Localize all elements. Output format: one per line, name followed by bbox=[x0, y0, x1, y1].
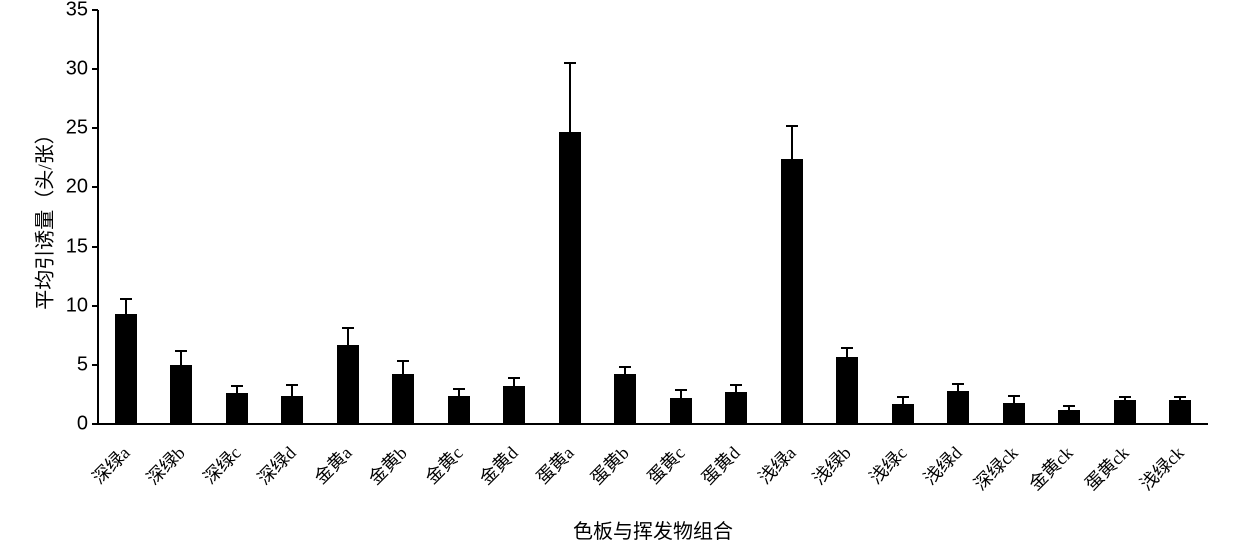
y-axis-title: 平均引诱量（头/张） bbox=[29, 124, 58, 310]
plot-area: 05101520253035深绿a深绿b深绿c深绿d金黄a金黄b金黄c金黄d蛋黄… bbox=[98, 10, 1208, 424]
error-bar-stem bbox=[513, 378, 515, 386]
bar bbox=[503, 386, 525, 424]
x-axis-line bbox=[98, 423, 1208, 425]
error-bar-stem bbox=[1013, 396, 1015, 403]
y-tick-mark bbox=[92, 9, 98, 11]
error-bar-cap bbox=[841, 347, 853, 349]
error-bar-cap bbox=[508, 377, 520, 379]
bar bbox=[1169, 400, 1191, 424]
error-bar-stem bbox=[458, 389, 460, 396]
bar bbox=[1003, 403, 1025, 424]
error-bar-cap bbox=[730, 384, 742, 386]
error-bar-stem bbox=[347, 328, 349, 345]
error-bar-stem bbox=[402, 361, 404, 374]
error-bar-stem bbox=[680, 390, 682, 398]
error-bar-stem bbox=[125, 299, 127, 314]
y-tick-mark bbox=[92, 423, 98, 425]
error-bar-cap bbox=[897, 396, 909, 398]
y-tick-mark bbox=[92, 246, 98, 248]
bar bbox=[836, 357, 858, 424]
bar bbox=[781, 159, 803, 424]
error-bar-cap bbox=[175, 350, 187, 352]
error-bar-cap bbox=[675, 389, 687, 391]
error-bar-cap bbox=[1063, 405, 1075, 407]
bar bbox=[281, 396, 303, 424]
error-bar-cap bbox=[397, 360, 409, 362]
bar bbox=[170, 365, 192, 424]
x-axis-title: 色板与挥发物组合 bbox=[573, 515, 733, 544]
bar bbox=[1114, 400, 1136, 424]
error-bar-stem bbox=[957, 384, 959, 391]
error-bar-stem bbox=[236, 386, 238, 393]
error-bar-cap bbox=[952, 383, 964, 385]
error-bar-stem bbox=[291, 385, 293, 396]
error-bar-cap bbox=[1008, 395, 1020, 397]
y-tick-mark bbox=[92, 68, 98, 70]
bar bbox=[448, 396, 470, 424]
bar bbox=[226, 393, 248, 424]
error-bar-cap bbox=[786, 125, 798, 127]
bar bbox=[392, 374, 414, 424]
bar bbox=[947, 391, 969, 424]
error-bar-cap bbox=[453, 388, 465, 390]
bar bbox=[115, 314, 137, 424]
bar bbox=[614, 374, 636, 424]
error-bar-cap bbox=[619, 366, 631, 368]
error-bar-cap bbox=[120, 298, 132, 300]
error-bar-cap bbox=[286, 384, 298, 386]
bar bbox=[670, 398, 692, 424]
error-bar-stem bbox=[735, 385, 737, 392]
error-bar-cap bbox=[342, 327, 354, 329]
error-bar-cap bbox=[1174, 396, 1186, 398]
bar bbox=[1058, 410, 1080, 424]
error-bar-cap bbox=[1119, 396, 1131, 398]
y-tick-mark bbox=[92, 305, 98, 307]
bar bbox=[559, 132, 581, 424]
error-bar-stem bbox=[791, 126, 793, 159]
error-bar-stem bbox=[180, 351, 182, 365]
error-bar-stem bbox=[569, 63, 571, 132]
error-bar-stem bbox=[902, 397, 904, 404]
y-tick-mark bbox=[92, 127, 98, 129]
error-bar-stem bbox=[624, 367, 626, 374]
y-tick-mark bbox=[92, 364, 98, 366]
bar bbox=[725, 392, 747, 424]
bar-chart: 05101520253035深绿a深绿b深绿c深绿d金黄a金黄b金黄c金黄d蛋黄… bbox=[0, 0, 1240, 547]
error-bar-cap bbox=[231, 385, 243, 387]
y-tick-mark bbox=[92, 186, 98, 188]
error-bar-stem bbox=[846, 348, 848, 356]
error-bar-cap bbox=[564, 62, 576, 64]
bar bbox=[337, 345, 359, 424]
bar bbox=[892, 404, 914, 424]
